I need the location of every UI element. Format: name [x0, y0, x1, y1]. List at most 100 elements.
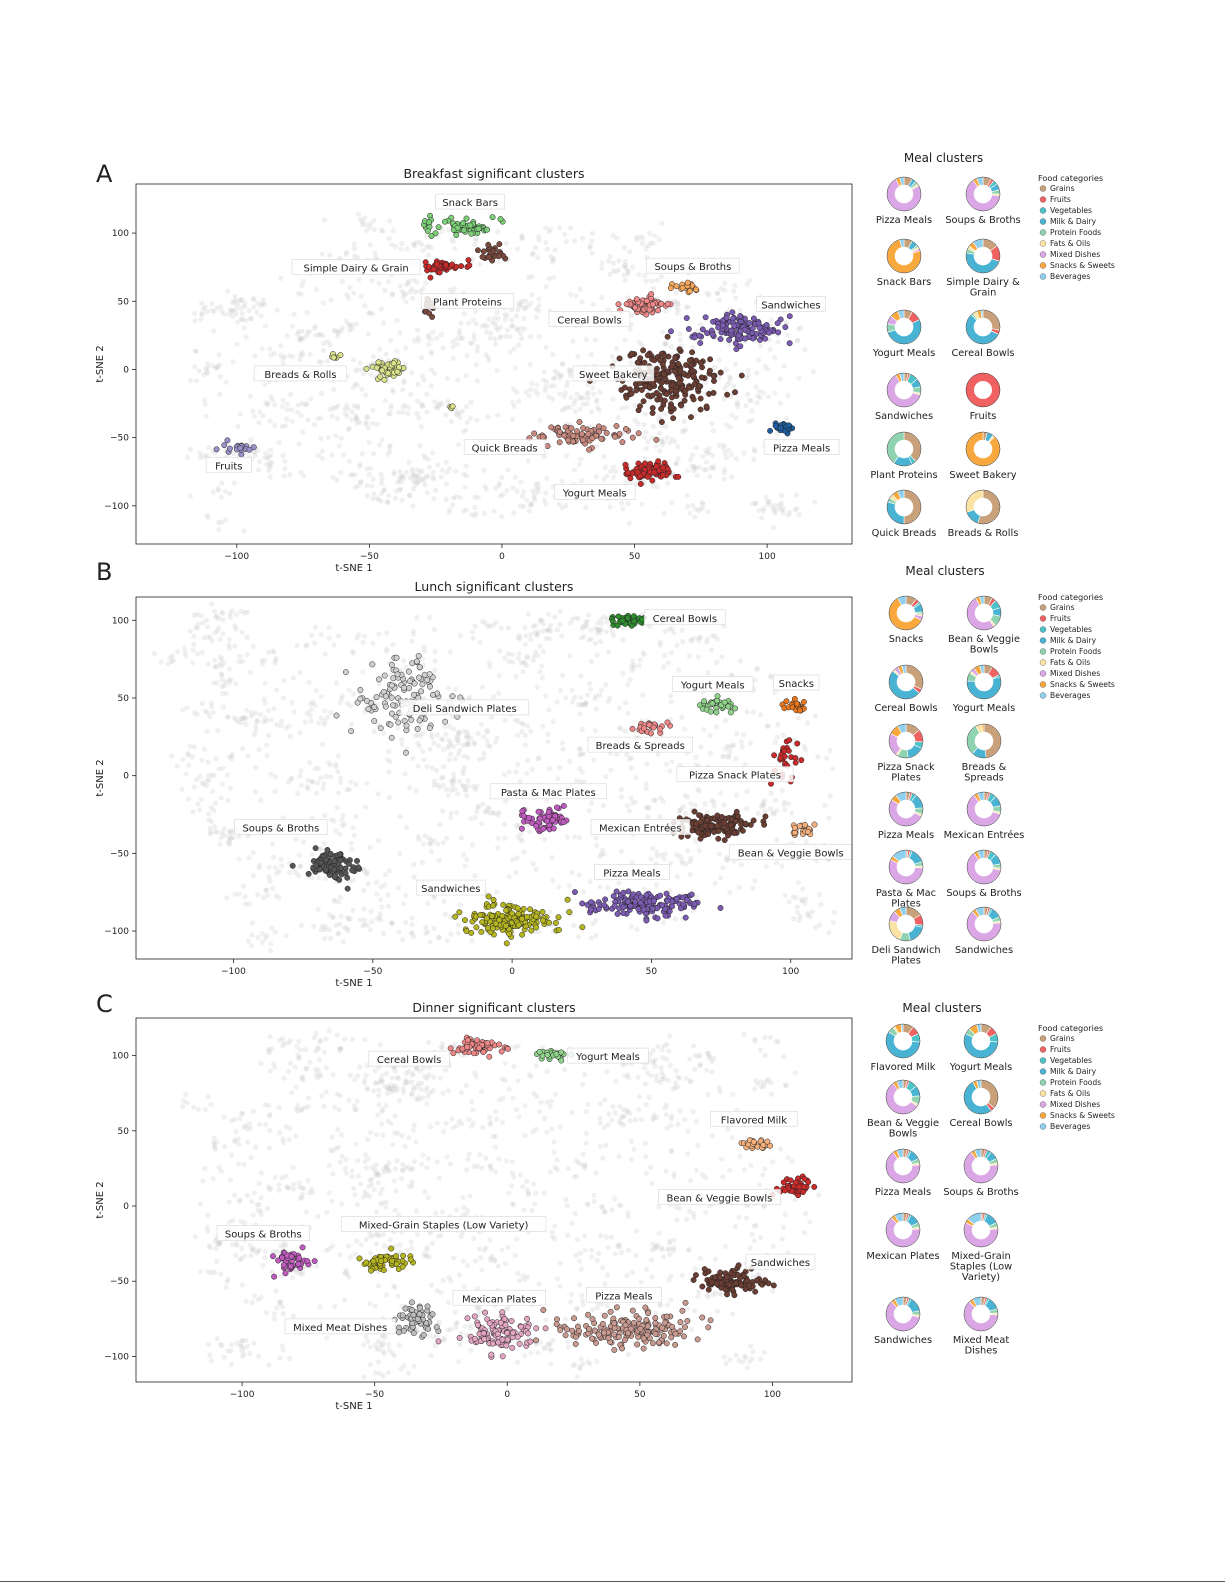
background-point: [452, 786, 458, 792]
background-point: [402, 771, 408, 777]
background-point: [615, 414, 621, 421]
cluster-point: [410, 691, 417, 698]
donut-outline: [888, 849, 924, 885]
legend-marker: [1039, 262, 1047, 269]
background-point: [559, 361, 565, 367]
background-point: [444, 835, 450, 841]
y-tick-label: 100: [112, 616, 129, 626]
background-point: [213, 756, 219, 762]
background-point: [676, 809, 682, 815]
background-point: [540, 621, 546, 627]
background-point: [320, 347, 327, 354]
background-point: [224, 772, 231, 778]
background-point: [509, 416, 515, 423]
background-point: [464, 741, 470, 748]
legend-marker: [1039, 218, 1047, 225]
background-point: [263, 400, 269, 406]
background-point: [727, 424, 733, 430]
cluster-point: [731, 322, 738, 329]
cluster-point: [515, 921, 522, 928]
cluster-point: [576, 419, 583, 425]
background-point: [497, 324, 504, 330]
cluster-point: [729, 309, 736, 316]
background-point: [400, 404, 406, 410]
cluster-point: [442, 718, 449, 725]
background-point: [567, 758, 573, 764]
background-point: [364, 870, 370, 876]
cluster-point: [502, 922, 509, 929]
background-point: [536, 308, 542, 314]
background-point: [605, 258, 612, 264]
background-point: [326, 635, 332, 641]
background-point: [327, 342, 333, 348]
background-point: [218, 303, 224, 310]
background-point: [204, 309, 210, 315]
background-point: [621, 245, 628, 251]
background-point: [403, 299, 409, 305]
background-point: [441, 764, 447, 770]
background-point: [280, 695, 287, 701]
background-point: [632, 799, 638, 805]
background-point: [282, 423, 289, 429]
background-point: [263, 718, 270, 724]
cluster: [779, 695, 807, 714]
background-point: [539, 618, 545, 624]
background-point: [511, 403, 518, 410]
cluster-point: [365, 706, 372, 713]
background-point: [397, 813, 403, 820]
cluster-point: [524, 913, 530, 920]
background-point: [426, 456, 432, 463]
background-point: [256, 746, 262, 753]
background-point: [236, 298, 242, 304]
background-point: [226, 311, 232, 317]
background-point: [248, 437, 254, 443]
background-point: [388, 405, 394, 411]
legend-marker: [1039, 615, 1047, 622]
background-point: [311, 640, 318, 646]
background-point: [313, 688, 319, 694]
background-point: [431, 495, 437, 502]
background-point: [524, 497, 530, 503]
background-point: [579, 726, 585, 732]
background-point: [523, 633, 529, 639]
background-point: [280, 452, 286, 458]
background-point: [394, 479, 401, 485]
background-point: [194, 711, 200, 717]
cluster-point: [496, 917, 503, 923]
background-point: [494, 412, 501, 418]
background-point: [756, 357, 762, 363]
x-tick-label: −50: [363, 967, 382, 977]
background-point: [290, 323, 296, 329]
donut-outline: [966, 595, 1002, 631]
background-point: [635, 420, 641, 427]
background-point: [521, 306, 527, 312]
background-point: [724, 854, 730, 860]
background-point: [760, 506, 767, 512]
background-point: [584, 618, 590, 625]
background-point: [409, 369, 415, 376]
background-point: [684, 794, 691, 800]
background-point: [343, 251, 349, 257]
background-point: [362, 303, 368, 309]
cluster: [452, 893, 586, 947]
background-point: [566, 883, 572, 889]
background-point: [295, 329, 301, 335]
background-point: [270, 885, 276, 892]
background-point: [577, 745, 583, 752]
donut-chart: [966, 723, 1002, 759]
background-point: [727, 749, 733, 755]
background-point: [643, 804, 649, 811]
background-point: [577, 765, 583, 772]
background-point: [499, 474, 505, 481]
cluster-point: [710, 390, 717, 396]
background-point: [253, 765, 259, 771]
background-point: [680, 804, 686, 810]
background-point: [533, 481, 539, 487]
background-point: [270, 648, 276, 654]
background-point: [229, 608, 235, 614]
background-point: [415, 834, 421, 840]
background-point: [723, 366, 729, 373]
background-point: [239, 310, 246, 317]
background-point: [537, 668, 543, 675]
background-point: [289, 699, 295, 706]
